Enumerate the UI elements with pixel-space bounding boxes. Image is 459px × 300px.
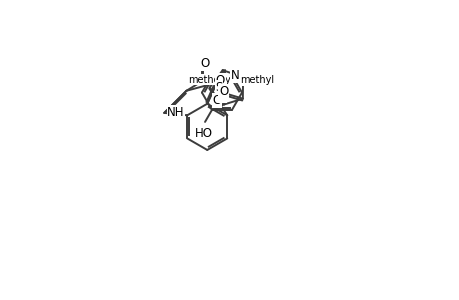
Text: HO: HO (194, 127, 212, 140)
Text: N: N (230, 69, 239, 82)
Text: O: O (212, 94, 221, 107)
Text: O: O (215, 74, 224, 87)
Text: methoxy: methoxy (187, 75, 230, 85)
Text: O: O (218, 85, 228, 98)
Text: O: O (200, 57, 209, 70)
Text: methyl: methyl (240, 75, 274, 85)
Text: S: S (218, 89, 226, 102)
Text: NH: NH (167, 106, 185, 118)
Text: S: S (215, 81, 222, 94)
